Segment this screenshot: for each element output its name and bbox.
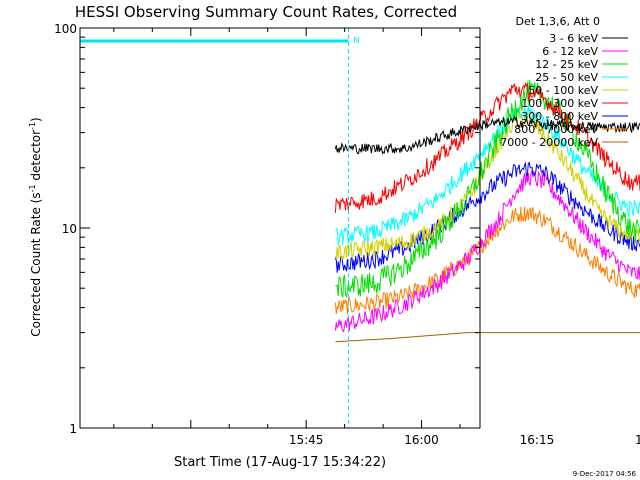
chart-title: HESSI Observing Summary Count Rates, Cor… (75, 3, 457, 21)
y-tick-label: 1 (69, 422, 77, 436)
legend-label: 12 - 25 keV (535, 58, 598, 71)
footer-timestamp: 9-Dec-2017 04:56 (573, 470, 637, 478)
legend-label: 25 - 50 keV (535, 71, 598, 84)
y-tick-label: 100 (54, 22, 77, 36)
legend-label: 300 - 800 keV (521, 110, 598, 123)
x-tick-label: 16:15 (520, 433, 555, 447)
night-bar-left (80, 39, 349, 43)
series-layer (334, 79, 640, 343)
x-tick-label: 16:00 (404, 433, 439, 447)
x-axis-label: Start Time (17-Aug-17 15:34:22) (174, 455, 386, 470)
series-line-0 (334, 115, 640, 155)
legend-label: 7000 - 20000 keV (500, 136, 598, 149)
series-line-7 (334, 206, 640, 315)
night-label: N (353, 36, 359, 45)
series-line-1 (334, 170, 640, 333)
series-line-3 (335, 103, 640, 246)
legend-label: 3 - 6 keV (549, 32, 598, 45)
series-line-2 (335, 79, 640, 298)
x-tick-label: 15:45 (289, 433, 324, 447)
legend-label: 100 - 300 keV (521, 97, 598, 110)
y-tick-label: 10 (62, 222, 77, 236)
plot-frame (79, 27, 481, 429)
legend-title: Det 1,3,6, Att 0 (516, 15, 600, 28)
legend-label: 800 - 7000 keV (514, 123, 598, 136)
legend-label: 50 - 100 keV (528, 84, 598, 97)
legend-label: 6 - 12 keV (542, 45, 598, 58)
series-line-4 (334, 111, 640, 261)
x-tick-label: 16:30 (635, 433, 640, 447)
series-line-8 (335, 332, 640, 343)
series-line-5 (334, 81, 640, 214)
y-axis-label: Corrected Count Rate (s-1 detector-1) (28, 117, 43, 336)
